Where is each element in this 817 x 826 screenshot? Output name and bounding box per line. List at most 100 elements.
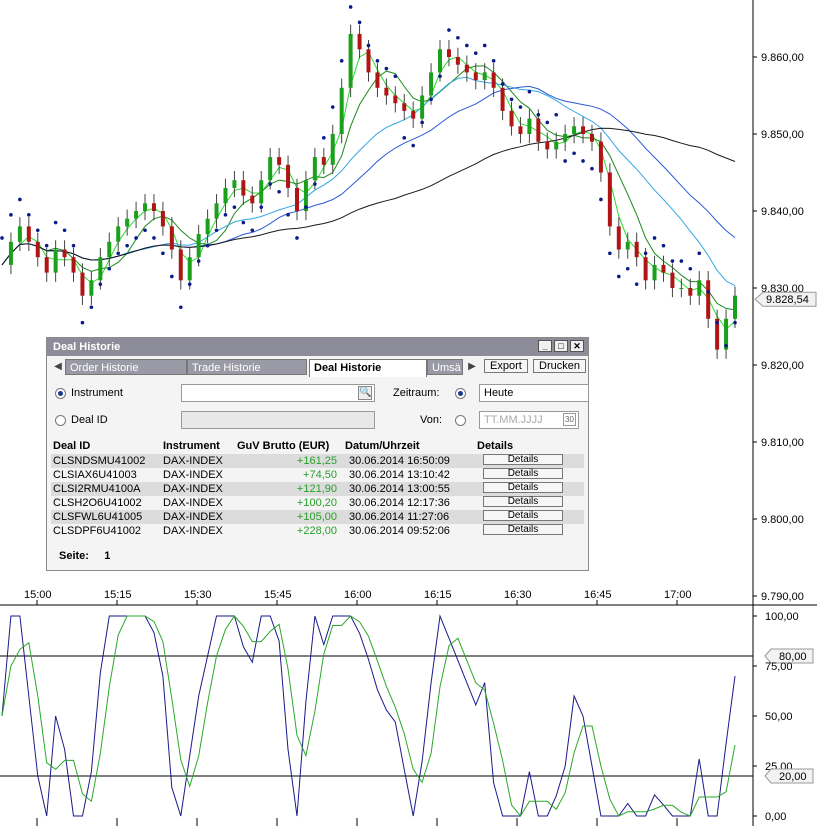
col-deal-id[interactable]: Deal ID: [53, 440, 91, 452]
tab-order-historie[interactable]: Order Historie: [65, 359, 187, 375]
price-tick-label: 9.840,00: [761, 206, 804, 218]
price-tick-label: 9.790,00: [761, 591, 804, 603]
pnl-cell: +74,50: [303, 469, 337, 481]
tab-deal-historie[interactable]: Deal Historie: [309, 359, 427, 377]
tab-umsaetze[interactable]: Umsä: [427, 359, 463, 375]
candle-body: [616, 226, 621, 250]
candle-body: [223, 187, 228, 204]
sar-dot: [679, 259, 684, 263]
instrument-cell: DAX-INDEX: [163, 511, 223, 523]
table-row[interactable]: CLSIAX6U41003 DAX-INDEX +74,50 30.06.2014 1…: [51, 468, 584, 482]
table-row[interactable]: CLSFWL6U41005 DAX-INDEX +105,00 30.06.2014 …: [51, 510, 584, 524]
tab-trade-historie[interactable]: Trade Historie: [187, 359, 307, 375]
tab-scroll-left-icon[interactable]: ◀: [54, 361, 62, 372]
col-instrument[interactable]: Instrument: [163, 440, 220, 452]
candle-body: [411, 110, 416, 119]
deal-id-cell: CLSI2RMU4100A: [53, 483, 141, 495]
candle-body: [187, 257, 192, 281]
sma-mid-line: [1, 85, 736, 266]
sar-dot: [643, 251, 648, 256]
candle-body: [724, 318, 729, 350]
current-price-marker[interactable]: [754, 291, 817, 307]
close-icon[interactable]: ✕: [570, 340, 584, 352]
candle-body: [482, 72, 487, 81]
candle-body: [303, 180, 308, 211]
sar-dot: [661, 243, 666, 248]
details-button[interactable]: Details: [483, 496, 563, 507]
page-number[interactable]: 1: [104, 550, 111, 562]
candle-body: [581, 126, 586, 134]
tab-scroll-right-icon[interactable]: ▶: [468, 361, 476, 372]
candle-body: [697, 280, 702, 296]
minimize-icon[interactable]: _: [538, 340, 552, 352]
candle-body: [321, 157, 326, 165]
pnl-cell: +105,00: [296, 511, 337, 523]
candle-body: [241, 180, 246, 196]
sar-dot: [599, 197, 603, 202]
ema-line: [1, 65, 736, 311]
table-row[interactable]: CLSH2O6U41002 DAX-INDEX +100,20 30.06.2014 …: [51, 496, 584, 510]
period-label: Zeitraum:: [393, 387, 440, 399]
window-titlebar[interactable]: Deal Historie _ □ ✕: [47, 338, 588, 356]
candle-body: [143, 203, 148, 211]
sar-dot: [89, 305, 94, 310]
sar-dot: [491, 59, 496, 63]
instrument-input[interactable]: 🔍: [181, 384, 375, 402]
details-button[interactable]: Details: [483, 524, 563, 535]
osc-tick-label: 100,00: [765, 611, 799, 623]
sar-dot: [71, 243, 76, 248]
candle-body: [160, 211, 165, 227]
details-button[interactable]: Details: [483, 454, 563, 465]
price-tick-label: 9.820,00: [761, 360, 804, 372]
from-label: Von:: [420, 414, 443, 426]
col-pnl[interactable]: GuV Brutto (EUR): [237, 440, 330, 452]
sar-dot: [429, 97, 433, 102]
deal-id-radio[interactable]: [55, 415, 66, 426]
instrument-cell: DAX-INDEX: [163, 455, 223, 467]
from-radio[interactable]: [455, 415, 466, 426]
table-row[interactable]: CLSI2RMU4100A DAX-INDEX +121,90 30.06.2014 …: [51, 482, 584, 496]
candle-body: [89, 280, 94, 296]
sar-dot: [652, 236, 657, 240]
details-button[interactable]: Details: [483, 468, 563, 479]
deal-id-input[interactable]: [181, 411, 375, 429]
instrument-label: Instrument: [71, 387, 123, 399]
sar-dot: [375, 59, 380, 63]
sar-dot: [518, 105, 523, 109]
pnl-cell: +161,25: [296, 455, 337, 467]
osc-tick-label: 50,00: [765, 711, 793, 723]
sar-dot: [178, 305, 183, 310]
candle-body: [169, 226, 174, 250]
col-details[interactable]: Details: [477, 440, 514, 452]
candle-body: [80, 272, 85, 296]
print-button[interactable]: Drucken: [533, 359, 586, 373]
sar-dot: [724, 343, 728, 348]
search-icon[interactable]: 🔍: [358, 386, 372, 400]
sar-dot: [482, 43, 487, 48]
table-row[interactable]: CLSDPF6U41002 DAX-INDEX +228,00 30.06.2014 …: [51, 524, 584, 538]
details-button[interactable]: Details: [483, 482, 563, 493]
candle-body: [652, 264, 657, 281]
period-radio[interactable]: [455, 388, 466, 399]
price-tick-label: 9.860,00: [761, 52, 804, 64]
table-row[interactable]: CLSNDSMU41002 DAX-INDEX +161,25 30.06.2014 …: [51, 454, 584, 468]
candle-body: [384, 87, 389, 96]
export-button[interactable]: Export: [484, 359, 528, 373]
details-button[interactable]: Details: [483, 510, 563, 521]
sar-dot: [616, 274, 621, 279]
col-date[interactable]: Datum/Uhrzeit: [345, 440, 420, 452]
candle-body: [357, 33, 362, 50]
calendar-icon[interactable]: 30: [563, 413, 576, 426]
candle-body: [286, 164, 291, 188]
candle-body: [98, 257, 103, 281]
sar-dot: [500, 82, 505, 86]
period-select[interactable]: Heute: [479, 384, 589, 402]
instrument-cell: DAX-INDEX: [163, 497, 223, 509]
maximize-icon[interactable]: □: [554, 340, 568, 352]
date-cell: 30.06.2014 09:52:06: [349, 525, 450, 537]
instrument-radio[interactable]: [55, 388, 66, 399]
from-date-input[interactable]: TT.MM.JJJJ 30: [479, 411, 579, 429]
sar-dot: [18, 197, 22, 202]
candle-body: [715, 318, 720, 350]
